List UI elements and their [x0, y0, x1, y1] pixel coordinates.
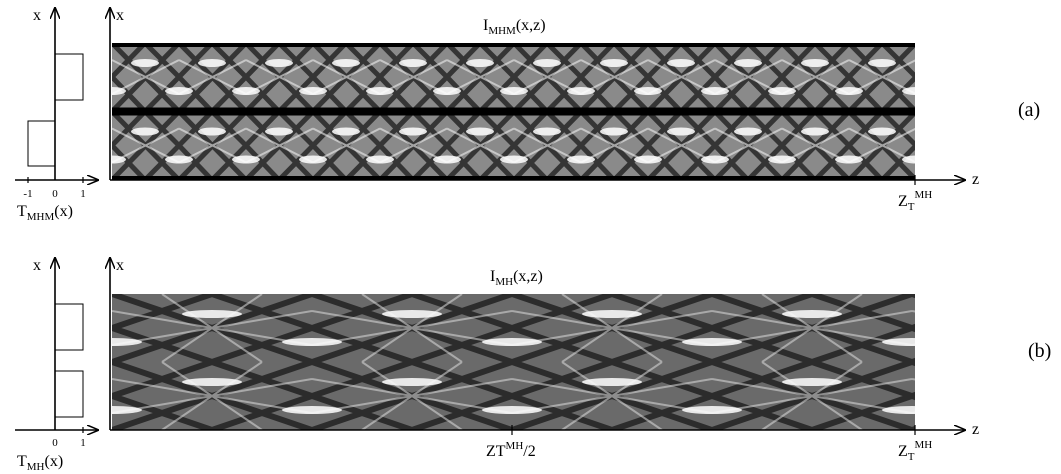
subscript: T — [908, 451, 915, 463]
panel-tag: (a) — [1018, 99, 1040, 121]
tick-label: ZTMH — [898, 189, 932, 213]
subscript: MH — [495, 276, 513, 288]
axis-label: x — [116, 257, 124, 274]
aperture — [54, 303, 84, 351]
superscript: MH — [915, 439, 933, 451]
axis-label: z — [972, 421, 979, 438]
axis-label: x — [33, 257, 41, 274]
transmission-label: TMH(x) — [17, 453, 63, 473]
tick-label: ZTMH/2 — [486, 440, 536, 460]
text: (x) — [54, 203, 73, 220]
axis-label: x — [33, 7, 41, 24]
text: I — [490, 268, 495, 285]
axis-label: z — [972, 171, 979, 188]
text: /2 — [523, 443, 535, 460]
panel-title: IMHM(x,z) — [483, 17, 546, 37]
tick-label: 0 — [52, 437, 58, 449]
superscript: MH — [506, 440, 524, 452]
text: (x,z) — [513, 268, 543, 285]
superscript: MH — [915, 189, 933, 201]
panel-title: IMH(x,z) — [490, 268, 543, 288]
axis-label: x — [116, 7, 124, 24]
text: ZT — [486, 443, 506, 460]
panel-tag: (b) — [1028, 340, 1051, 362]
text: I — [483, 17, 488, 34]
intensity-carpet — [112, 43, 915, 180]
tick-label: 1 — [80, 437, 86, 449]
tick-label: 1 — [80, 188, 86, 200]
subscript: T — [908, 201, 915, 213]
text: T — [17, 203, 27, 220]
tick-label: -1 — [23, 188, 32, 200]
text: (x,z) — [516, 17, 546, 34]
panel-a: x -1 0 1 TMHM(x) x z IMHM(x,z) ZTMH (a) — [15, 7, 1040, 223]
subscript: MH — [27, 461, 45, 473]
text: (x) — [45, 453, 64, 470]
subscript: MHM — [488, 25, 516, 37]
subscript: MHM — [27, 211, 55, 223]
transmission-label: TMHM(x) — [17, 203, 73, 223]
tick-label: ZTMH — [898, 439, 932, 463]
text: Z — [898, 193, 908, 210]
intensity-carpet — [112, 294, 915, 430]
aperture — [54, 53, 84, 101]
text: Z — [898, 443, 908, 460]
aperture — [54, 370, 84, 418]
text: T — [17, 453, 27, 470]
tick-label: 0 — [52, 188, 58, 200]
panel-b: x 0 1 TMH(x) x z IMH(x,z) ZTMH/2 ZTMH (b… — [15, 257, 1051, 473]
aperture — [27, 120, 56, 167]
